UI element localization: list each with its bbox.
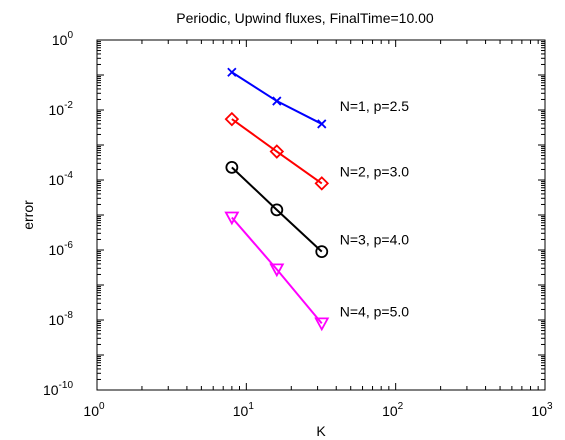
y-tick-labels: 100 10-2 10-4 10-6 10-8 10-10	[43, 30, 73, 398]
series-label: N=3, p=4.0	[340, 232, 409, 248]
series-2: N=2, p=3.0	[224, 111, 409, 191]
x-tick-label: 101	[233, 401, 255, 419]
data-point	[227, 67, 237, 77]
x-axis-label: K	[316, 423, 326, 439]
y-tick-label: 100	[52, 30, 74, 48]
data-point	[269, 263, 285, 278]
y-tick-label: 10-2	[49, 100, 74, 118]
series-4: N=4, p=5.0	[224, 211, 409, 332]
series-layer: N=1, p=2.5 N=2, p=3.0 N=3, p=4.0 N=4, p=5.0	[224, 67, 409, 332]
x-tick-label: 103	[531, 401, 553, 419]
data-point	[224, 211, 240, 226]
data-point	[269, 144, 285, 159]
y-tick-label: 10-6	[49, 240, 74, 258]
series-line	[231, 166, 323, 253]
x-tick-label: 100	[83, 401, 105, 419]
series-line	[231, 118, 323, 185]
series-label: N=2, p=3.0	[340, 163, 409, 179]
axis-ticks	[96, 39, 546, 391]
y-tick-label: 10-4	[49, 170, 74, 188]
x-tick-labels: 100 101 102 103	[83, 401, 553, 419]
series-3: N=3, p=4.0	[225, 160, 409, 259]
data-point	[225, 160, 239, 174]
plot-area-frame	[96, 39, 546, 391]
series-1: N=1, p=2.5	[227, 67, 409, 129]
data-point	[314, 176, 330, 191]
y-axis-label: error	[20, 200, 36, 230]
data-point	[224, 111, 240, 127]
y-tick-label: 10-8	[49, 310, 74, 328]
data-point	[314, 317, 330, 332]
chart-title: Periodic, Upwind fluxes, FinalTime=10.00	[176, 10, 434, 26]
series-label: N=4, p=5.0	[340, 303, 409, 319]
series-line	[231, 216, 323, 325]
y-tick-label: 10-10	[43, 380, 73, 398]
data-point	[272, 96, 282, 106]
series-label: N=1, p=2.5	[340, 98, 409, 114]
data-point	[270, 203, 284, 217]
x-tick-label: 102	[382, 401, 404, 419]
data-point	[317, 119, 327, 129]
series-line	[231, 71, 323, 125]
data-point	[315, 245, 329, 259]
